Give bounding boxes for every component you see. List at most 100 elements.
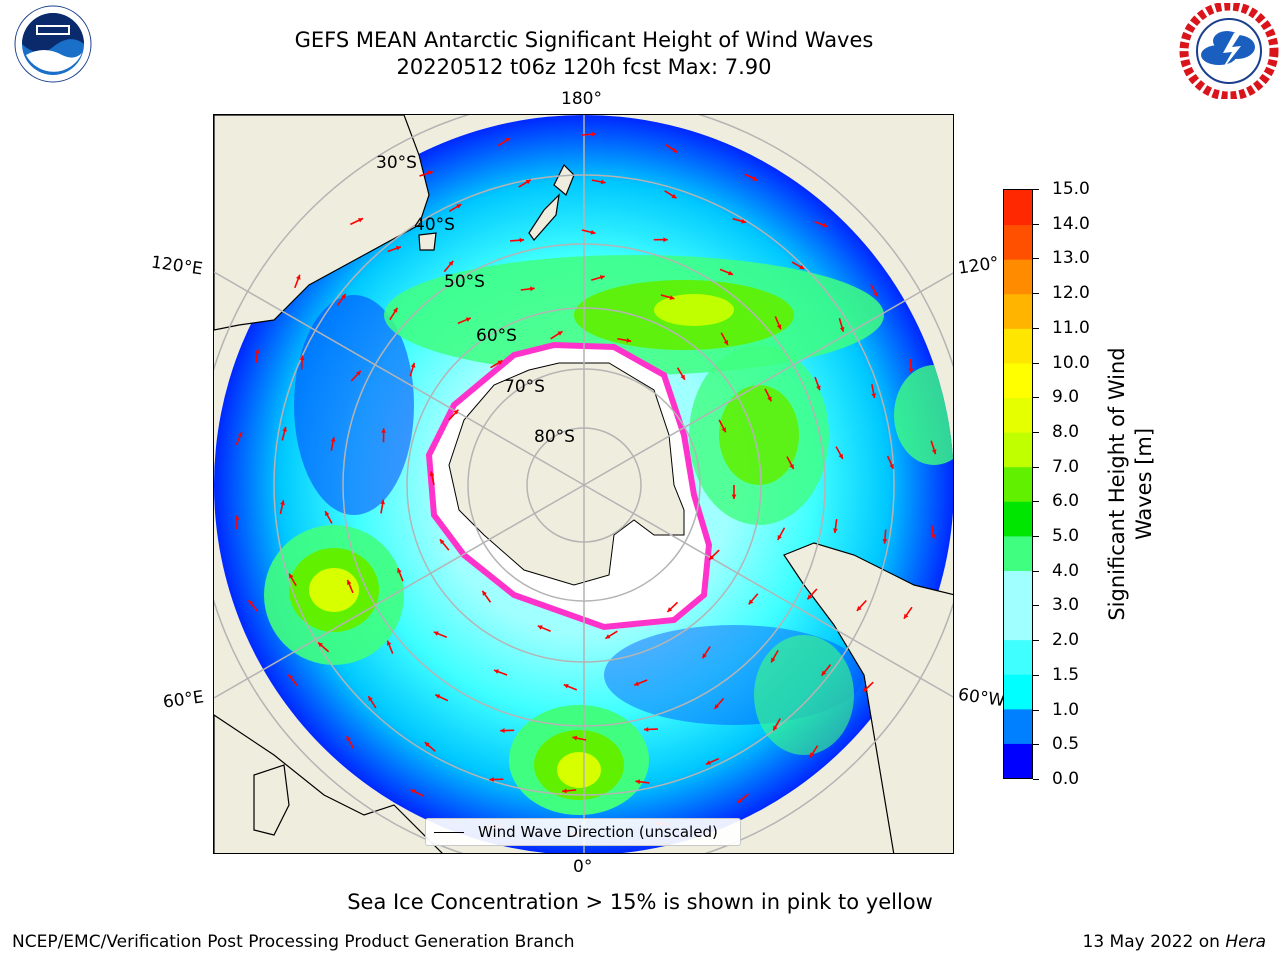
- colorbar-tick-label: 9.0: [1052, 387, 1080, 408]
- colorbar-band: [1004, 362, 1032, 399]
- lat-label-30s: 30°S: [376, 153, 417, 173]
- wave-direction-arrow: [254, 348, 260, 363]
- wave-direction-arrow: [666, 601, 679, 613]
- colorbar-tickmark: [1033, 466, 1039, 468]
- wave-direction-arrow: [367, 695, 377, 709]
- wave-direction-arrow: [490, 359, 503, 369]
- colorbar-tickmark: [1033, 570, 1039, 572]
- wave-direction-arrow: [806, 588, 818, 600]
- colorbar-tick-label: 7.0: [1052, 456, 1080, 477]
- wave-direction-arrow: [764, 388, 773, 402]
- wave-direction-arrow: [537, 625, 551, 632]
- wave-direction-arrow: [770, 649, 779, 663]
- colorbar-tickmark: [1033, 189, 1039, 190]
- colorbar-tick-label: 5.0: [1052, 526, 1080, 547]
- colorbar-tickmark: [1033, 258, 1039, 260]
- wave-direction-arrow: [833, 519, 838, 534]
- wave-direction-arrow: [871, 384, 877, 399]
- colorbar-tickmark: [1033, 605, 1039, 607]
- wave-direction-arrow: [350, 217, 364, 226]
- colorbar-tick-label: 3.0: [1052, 595, 1080, 616]
- colorbar-band: [1004, 605, 1032, 641]
- lon-label-0: 0°: [573, 857, 593, 877]
- wave-direction-arrow: [772, 718, 781, 731]
- wave-direction-arrow: [281, 426, 287, 441]
- colorbar-band: [1004, 674, 1032, 710]
- wave-direction-arrow: [744, 173, 758, 182]
- wave-direction-arrow: [518, 179, 532, 188]
- colorbar-tickmark: [1033, 223, 1039, 225]
- colorbar-band: [1004, 535, 1032, 571]
- wave-direction-arrow: [563, 683, 578, 691]
- wave-direction-arrow: [856, 599, 867, 612]
- wave-direction-arrow: [550, 330, 563, 340]
- footer-date-text: 13 May 2022 on: [1082, 932, 1226, 952]
- wave-direction-arrow: [439, 538, 450, 551]
- wave-belt-east: [719, 385, 799, 485]
- wave-direction-arrow: [381, 428, 387, 443]
- tasmania: [418, 232, 437, 251]
- wave-direction-arrow: [660, 294, 675, 300]
- wave-direction-arrow: [814, 220, 828, 228]
- wave-direction-arrow: [720, 332, 729, 346]
- map-legend: Wind Wave Direction (unscaled): [425, 818, 741, 846]
- wave-direction-arrow: [389, 307, 399, 321]
- colorbar-tick-label: 10.0: [1052, 352, 1090, 373]
- wave-direction-arrow: [350, 370, 362, 382]
- footer-organization: NCEP/EMC/Verification Post Processing Pr…: [12, 932, 575, 952]
- wave-direction-arrow: [862, 681, 874, 693]
- wave-direction-arrow: [635, 779, 650, 785]
- lon-label-60w: 60°W: [956, 684, 1007, 712]
- colorbar-tickmark: [1033, 293, 1039, 295]
- colorbar-tickmark: [1033, 431, 1039, 433]
- wave-direction-arrow: [386, 640, 394, 654]
- wave-direction-arrow: [235, 431, 243, 446]
- wave-direction-arrow: [346, 579, 354, 594]
- colorbar-band: [1004, 397, 1032, 433]
- colorbar-tickmark: [1033, 640, 1039, 642]
- wave-direction-arrow: [581, 229, 596, 235]
- colorbar-tick-label: 13.0: [1052, 248, 1090, 269]
- wave-direction-arrow: [324, 510, 333, 524]
- wave-direction-arrow: [732, 217, 747, 224]
- colorbar-tick-label: 0.5: [1052, 734, 1080, 755]
- wave-direction-arrow: [748, 593, 759, 605]
- wave-direction-arrow: [930, 440, 937, 455]
- lon-label-60e: 60°E: [161, 687, 206, 713]
- wave-direction-arrow: [288, 573, 297, 587]
- colorbar-tick-label: 1.0: [1052, 699, 1080, 720]
- polar-map: 30°S 40°S 50°S 60°S 70°S 80°S: [213, 114, 954, 854]
- colorbar-band: [1004, 224, 1032, 260]
- wave-direction-arrow: [336, 293, 347, 306]
- wave-direction-arrow: [665, 144, 678, 154]
- south-america: [783, 542, 953, 853]
- wave-direction-arrow: [234, 515, 240, 530]
- colorbar-band: [1004, 639, 1032, 675]
- wave-direction-arrow: [633, 679, 648, 686]
- wave-direction-arrow: [497, 137, 511, 147]
- wave-direction-arrow: [886, 455, 895, 470]
- wave-max: [654, 294, 734, 326]
- colorbar-band: [1004, 743, 1032, 778]
- wave-direction-arrow: [814, 376, 821, 391]
- wave-direction-arrow: [809, 745, 819, 758]
- wave-direction-arrow: [397, 567, 404, 582]
- wave-direction-arrow: [777, 527, 786, 541]
- colorbar-tickmark: [1033, 362, 1039, 364]
- wave-direction-arrow: [653, 237, 668, 243]
- wave-direction-arrow: [581, 131, 596, 137]
- wave-direction-arrow: [838, 318, 845, 332]
- wave-direction-arrow: [424, 741, 436, 752]
- wave-direction-arrow: [718, 419, 727, 433]
- chart-title: GEFS MEAN Antarctic Significant Height o…: [294, 28, 874, 52]
- wave-direction-arrow: [410, 788, 424, 797]
- colorbar-tick-label: 6.0: [1052, 491, 1080, 512]
- wave-direction-arrow: [294, 274, 301, 289]
- wave-direction-arrow: [489, 777, 504, 782]
- wave-direction-arrow: [870, 284, 879, 298]
- wave-direction-arrow: [299, 355, 305, 370]
- wave-direction-arrow: [774, 316, 782, 330]
- wave-direction-arrow: [664, 190, 677, 199]
- wave-direction-arrow: [786, 456, 795, 470]
- colorbar-tickmark: [1033, 744, 1039, 746]
